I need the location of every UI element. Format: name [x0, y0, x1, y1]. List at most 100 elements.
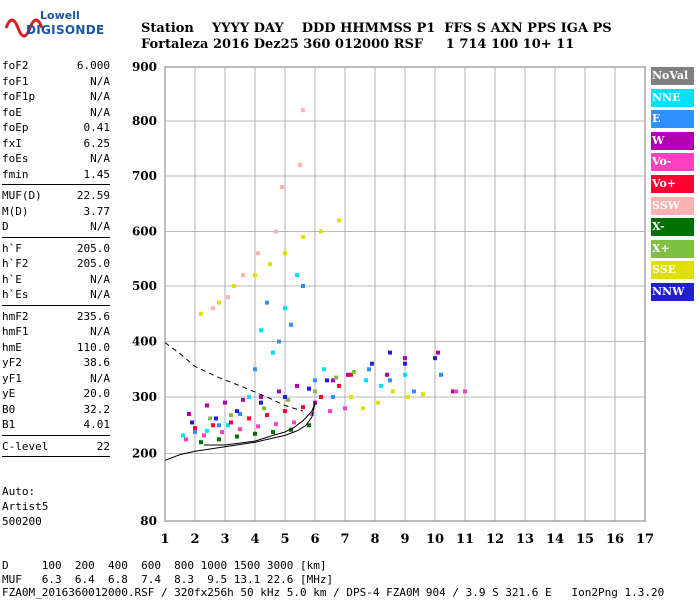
param-name: foF1p — [2, 90, 36, 103]
param-value: N/A — [90, 90, 110, 103]
param-name: h`E — [2, 272, 22, 286]
legend-item: Vo- — [651, 153, 694, 172]
data-point — [421, 392, 425, 397]
param-value: N/A — [90, 152, 110, 165]
x-tick-label: 6 — [310, 532, 319, 547]
footer-info: D 100 200 400 600 800 1000 1500 3000 [km… — [2, 559, 664, 600]
param-value: 20.0 — [83, 387, 111, 400]
param-name: foEs — [2, 152, 29, 165]
legend-item: NNE — [651, 88, 694, 107]
auto-program: Artist5 — [2, 500, 49, 513]
data-point — [283, 251, 287, 256]
data-point — [331, 378, 335, 383]
trace-line — [164, 342, 304, 412]
data-point — [307, 423, 311, 428]
legend-item: Vo+ — [651, 174, 694, 193]
x-tick-label: 15 — [576, 532, 594, 547]
param-separator — [2, 236, 110, 238]
legend-item: X- — [651, 218, 694, 237]
data-point — [265, 300, 269, 305]
param-value: 32.2 — [83, 402, 111, 416]
data-point — [277, 389, 281, 394]
data-point — [217, 437, 221, 442]
data-point — [280, 185, 284, 190]
data-point — [391, 389, 395, 394]
data-point — [235, 409, 239, 414]
legend-item: SSW — [651, 196, 694, 215]
param-row: h`F2 205.0 — [2, 256, 110, 272]
x-tick-label: 5 — [280, 532, 289, 547]
x-tick-label: 4 — [250, 532, 259, 547]
data-point — [217, 423, 221, 428]
trace-line — [164, 402, 316, 461]
data-point — [379, 383, 383, 388]
param-value: 0.41 — [83, 121, 111, 134]
data-point — [310, 411, 314, 416]
x-tick-label: 16 — [606, 532, 624, 547]
data-point — [211, 306, 215, 311]
x-tick-label: 1 — [160, 532, 169, 547]
data-point — [271, 430, 275, 435]
data-point — [259, 400, 263, 405]
param-value: 205.0 — [76, 241, 110, 255]
data-point — [367, 367, 371, 372]
data-point — [313, 378, 317, 383]
data-point — [232, 284, 236, 288]
auto-label: Auto: — [2, 485, 36, 498]
param-name: fmin — [2, 167, 29, 181]
param-row: B0 32.2 — [2, 402, 110, 418]
param-name: B1 — [2, 418, 16, 431]
param-name: MUF(D) — [2, 189, 42, 202]
data-point — [289, 322, 293, 327]
param-row: M(D) 3.77 — [2, 204, 110, 220]
data-point — [259, 395, 263, 399]
data-point — [229, 413, 233, 418]
data-point — [292, 420, 296, 425]
param-separator — [2, 434, 110, 436]
param-value: 205.0 — [76, 257, 110, 270]
data-point — [205, 428, 209, 433]
x-tick-label: 17 — [636, 532, 654, 547]
param-row: C-level 22 — [2, 439, 110, 455]
x-tick-label: 10 — [426, 532, 444, 547]
x-tick-label: 9 — [400, 532, 409, 547]
param-row: foE N/A — [2, 105, 110, 121]
data-point — [241, 397, 245, 402]
data-point — [346, 372, 350, 377]
param-value: N/A — [90, 105, 110, 119]
data-point — [337, 383, 341, 388]
legend-item: W — [651, 131, 694, 150]
footer-distance-row: D 100 200 400 600 800 1000 1500 3000 [km… — [2, 559, 327, 572]
param-row: D N/A — [2, 219, 110, 235]
y-tick-label: 500 — [132, 279, 157, 293]
data-point — [271, 350, 275, 355]
param-row: h`E N/A — [2, 272, 110, 288]
data-point — [268, 262, 272, 267]
param-name: B0 — [2, 402, 16, 416]
autoscaling-info: Auto: Artist5 500200 — [2, 484, 48, 529]
param-name: yF2 — [2, 356, 22, 369]
data-point — [289, 427, 293, 432]
param-name: foF1 — [2, 74, 29, 88]
y-tick-label: 700 — [132, 169, 157, 183]
param-value: 3.77 — [83, 204, 111, 218]
data-point — [385, 372, 389, 377]
data-point — [301, 108, 305, 113]
y-tick-label: 400 — [132, 335, 157, 349]
param-name: fxI — [2, 136, 22, 150]
data-point — [253, 431, 257, 436]
data-point — [376, 400, 380, 405]
param-value: 6.000 — [76, 59, 110, 72]
param-name: C-level — [2, 439, 49, 453]
data-point — [313, 389, 317, 394]
data-point — [337, 218, 341, 223]
param-name: h`F — [2, 241, 22, 255]
param-row: foEs N/A — [2, 151, 110, 167]
param-value: 22.59 — [76, 189, 110, 202]
param-name: foE — [2, 105, 22, 119]
polarization-legend: NoVal NNE E W Vo- Vo+ SSW X- X+ SSE NNW — [651, 67, 694, 305]
legend-item: X+ — [651, 239, 694, 258]
param-value: 235.6 — [76, 309, 110, 323]
param-row: foF2 6.000 — [2, 58, 110, 74]
y-tick-label: 800 — [132, 114, 157, 128]
